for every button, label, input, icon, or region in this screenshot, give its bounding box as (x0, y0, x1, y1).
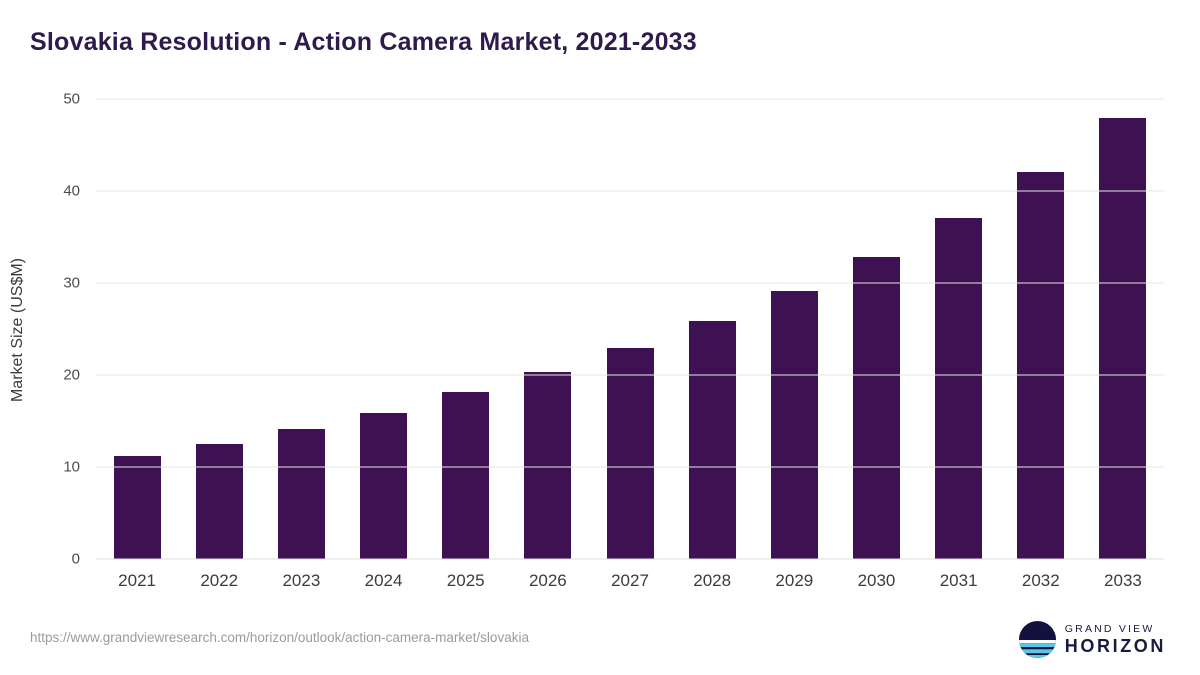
bar-slot (425, 99, 507, 559)
gridline (96, 282, 1164, 284)
x-tick-label: 2029 (775, 571, 814, 590)
x-tick-label: 2030 (857, 571, 896, 590)
source-url: https://www.grandviewresearch.com/horizo… (30, 630, 529, 645)
bar-2028 (688, 320, 736, 559)
x-axis-labels: 2021 2022 2023 2024 2025 2026 2027 2028 2029 2030… (96, 571, 1164, 591)
bar-series (96, 99, 1164, 559)
gridline (96, 374, 1164, 376)
bar-2029 (770, 291, 818, 559)
x-tick-label: 2027 (611, 571, 649, 590)
y-tick-label: 40 (63, 182, 80, 200)
chart-title: Slovakia Resolution - Action Camera Mark… (30, 28, 697, 56)
bar-slot (753, 99, 835, 559)
x-tick-label: 2023 (282, 571, 321, 590)
bar-slot (589, 99, 671, 559)
bar-slot (507, 99, 589, 559)
bar-2027 (606, 348, 654, 559)
y-tick-label: 30 (63, 274, 80, 292)
bar-slot (260, 99, 342, 559)
bar-2022 (195, 444, 243, 559)
bar-2030 (852, 257, 900, 559)
bar-2032 (1017, 171, 1065, 559)
brand-name-bottom: HORIZON (1064, 635, 1166, 656)
bar-2031 (935, 217, 983, 559)
y-tick-label: 10 (63, 458, 80, 476)
brand-logo: GRAND VIEW HORIZON (1018, 621, 1166, 658)
bar-slot (1000, 99, 1082, 559)
x-tick-label: 2028 (693, 571, 732, 590)
bar-slot (671, 99, 753, 559)
x-tick-label: 2025 (446, 571, 485, 590)
bar-2024 (360, 412, 408, 559)
x-tick-label: 2022 (200, 571, 239, 590)
bar-2026 (524, 372, 572, 559)
x-axis-baseline (96, 558, 1164, 560)
x-tick-label: 2021 (118, 571, 156, 590)
horizon-logo-icon (1018, 621, 1056, 658)
x-tick-label: 2033 (1104, 571, 1142, 590)
bar-slot (835, 99, 917, 559)
gridline (96, 466, 1164, 468)
brand-logo-text: GRAND VIEW HORIZON (1065, 623, 1166, 657)
bar-slot (1082, 99, 1164, 559)
y-axis-label: Market Size (US$M) (9, 257, 26, 403)
y-tick-label: 50 (63, 90, 80, 108)
bar-2025 (442, 392, 490, 559)
x-tick-label: 2024 (364, 571, 403, 590)
x-tick-label: 2032 (1021, 571, 1060, 590)
bar-slot (178, 99, 260, 559)
plot-area: 0 10 20 30 40 50 (63, 92, 1164, 567)
gridline (96, 190, 1164, 192)
y-tick-label: 0 (71, 550, 80, 568)
bar-slot (342, 99, 424, 559)
x-tick-label: 2026 (528, 571, 567, 590)
bar-slot (96, 99, 178, 559)
bar-2033 (1099, 118, 1147, 559)
brand-name-top: GRAND VIEW (1064, 622, 1155, 635)
bar-2023 (277, 429, 325, 559)
bar-2021 (113, 455, 161, 559)
bar-slot (918, 99, 1000, 559)
x-tick-label: 2031 (939, 571, 978, 590)
gridline (96, 98, 1164, 100)
y-tick-label: 20 (63, 366, 80, 384)
